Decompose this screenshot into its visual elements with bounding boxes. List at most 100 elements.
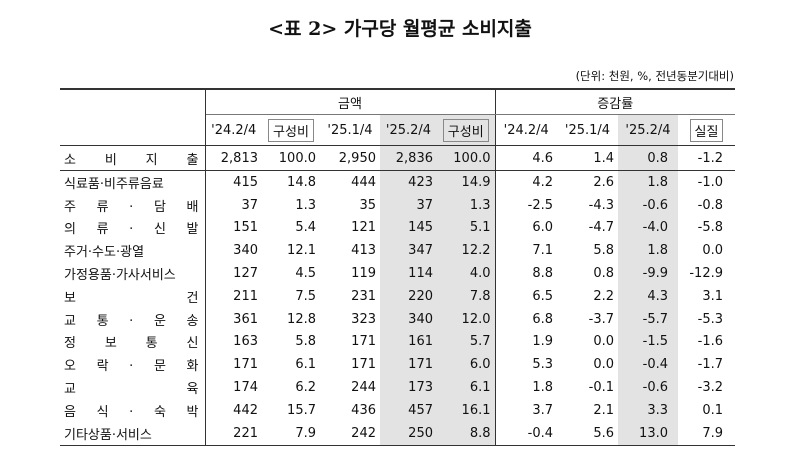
cell: -4.3 — [588, 197, 614, 213]
cell: -0.6 — [618, 193, 678, 217]
cell: 5.7 — [437, 330, 495, 354]
cell: 6.0 — [437, 353, 495, 377]
cell: 171 — [351, 334, 376, 350]
cell: 161 — [380, 330, 437, 354]
cell: -1.5 — [618, 330, 678, 354]
cell: 244 — [351, 380, 376, 396]
cell: 242 — [320, 421, 380, 446]
cell: 1.8 — [618, 239, 678, 263]
cell: 6.1 — [437, 376, 495, 399]
cell: 7.1 — [494, 239, 557, 263]
cell: 5.8 — [295, 334, 316, 350]
cell: 250 — [380, 421, 437, 446]
cell: 2,836 — [380, 145, 437, 171]
cell: 14.9 — [437, 170, 495, 194]
cell: 0.8 — [593, 266, 614, 282]
cell: 6.2 — [295, 380, 316, 396]
cell: 6.1 — [295, 357, 316, 373]
cell: 12.1 — [287, 243, 316, 259]
row: 교 통 · 운 송 361 12.8 323 340 12.0 6.8 -3.7 -5.7 -5.… — [60, 307, 735, 331]
row: 주거·수도·광열 340 12.1 413 347 12.2 7.1 5.8 1.8 0.0 — [60, 239, 735, 263]
row: 보 건 211 7.5 231 220 7.8 6.5 2.2 4.3 3.1 — [60, 284, 735, 308]
column-header: '25.2/4 — [618, 114, 678, 146]
column-header: '24.2/4 — [494, 114, 557, 146]
row-label: 오 락 · 문 화 — [60, 353, 206, 377]
cell: 1.8 — [618, 170, 678, 194]
column-header: 실질 — [689, 118, 724, 142]
row-label: 식료품·비주류음료 — [60, 170, 206, 194]
row: 의 류 · 신 발 151 5.4 121 145 5.1 6.0 -4.7 -4.0 -5.8 — [60, 216, 735, 240]
cell: 174 — [233, 380, 258, 396]
cell: 2.1 — [593, 402, 614, 418]
cell: -0.4 — [618, 353, 678, 377]
corner — [60, 88, 206, 115]
cell: 457 — [380, 398, 437, 422]
column-header-cell: 실질 — [678, 114, 735, 146]
row-label: 소 비 지 출 — [60, 145, 206, 171]
cell: -1.2 — [678, 145, 735, 171]
row-label: 정 보 통 신 — [60, 330, 206, 354]
cell: 7.9 — [678, 421, 735, 446]
cell: 171 — [233, 357, 258, 373]
cell: 12.8 — [287, 311, 316, 327]
title: <표 2> 가구당 월평균 소비지출 — [268, 18, 532, 40]
cell: 100.0 — [262, 145, 320, 171]
column-header: '25.1/4 — [557, 114, 618, 146]
cell: -3.2 — [697, 380, 723, 396]
cell: 114 — [380, 262, 437, 285]
cell: 436 — [351, 402, 376, 418]
cell: -4.0 — [618, 216, 678, 240]
cell: 8.8 — [494, 262, 557, 285]
cell: 171 — [351, 357, 376, 373]
cell: 4.5 — [295, 266, 316, 282]
cell: 119 — [351, 266, 376, 282]
cell: 5.4 — [295, 220, 316, 236]
cell: 0.8 — [618, 145, 678, 171]
cell: 121 — [351, 220, 376, 236]
cell: 1.4 — [557, 145, 618, 171]
cell: 151 — [233, 220, 258, 236]
cell: 0.1 — [702, 402, 723, 418]
cell: 35 — [359, 197, 376, 213]
row: 주 류 · 담 배 37 1.3 35 37 1.3 -2.5 -4.3 -0.6 -0.8 — [60, 193, 735, 217]
cell: 14.8 — [287, 174, 316, 190]
column-header: '24.2/4 — [205, 114, 262, 146]
corner — [60, 114, 206, 146]
row-label: 주거·수도·광열 — [60, 239, 206, 263]
group-header: 증감률 — [494, 88, 735, 115]
cell: 1.9 — [494, 330, 557, 354]
cell: 37 — [241, 197, 258, 213]
cell: 1.3 — [295, 197, 316, 213]
cell: 15.7 — [287, 402, 316, 418]
cell: -9.9 — [618, 262, 678, 285]
cell: 4.3 — [618, 284, 678, 308]
cell: 145 — [380, 216, 437, 240]
cell: 0.0 — [702, 243, 723, 259]
cell: -1.7 — [697, 357, 723, 373]
cell: -0.1 — [588, 380, 614, 396]
cell: 361 — [233, 311, 258, 327]
cell: 6.8 — [494, 307, 557, 331]
row-label: 음 식 · 숙 박 — [60, 398, 206, 422]
cell: -3.7 — [588, 311, 614, 327]
row-label: 주 류 · 담 배 — [60, 193, 206, 217]
cell: 231 — [351, 288, 376, 304]
cell: 8.8 — [437, 421, 495, 446]
cell: 6.0 — [494, 216, 557, 240]
cell: 3.1 — [702, 288, 723, 304]
cell: 340 — [380, 307, 437, 331]
cell: -4.7 — [588, 220, 614, 236]
cell: -0.4 — [494, 421, 557, 446]
row-label: 교 육 — [60, 376, 206, 399]
cell: -1.6 — [697, 334, 723, 350]
cell: -0.8 — [697, 197, 723, 213]
cell: 413 — [351, 243, 376, 259]
cell: 173 — [380, 376, 437, 399]
row-label: 기타상품·서비스 — [60, 421, 206, 446]
column-header: 구성비 — [442, 118, 489, 142]
cell: 4.0 — [437, 262, 495, 285]
cell: 220 — [380, 284, 437, 308]
cell: 127 — [233, 266, 258, 282]
group-header: 금액 — [205, 88, 495, 115]
cell: 6.5 — [494, 284, 557, 308]
